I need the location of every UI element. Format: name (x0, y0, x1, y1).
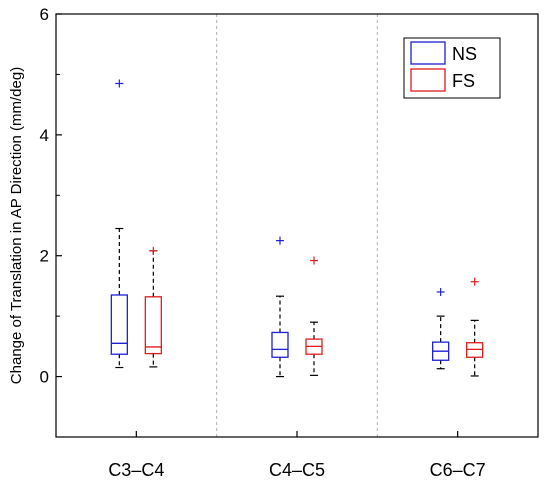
box-ns (110, 79, 128, 369)
x-tick-label: C4–C5 (269, 460, 325, 480)
category-separators (216, 14, 378, 437)
box-iqr (271, 331, 289, 358)
series-ns (110, 79, 450, 378)
y-axis-label: Change of Translation in AP Direction (m… (8, 67, 25, 384)
legend-label-ns: NS (452, 44, 477, 64)
box-fs (466, 277, 484, 377)
box-ns (271, 236, 289, 378)
y-tick-label: 2 (40, 247, 49, 266)
y-tick-label: 4 (40, 126, 49, 145)
outlier-marker (310, 256, 318, 265)
x-tick-label: C3–C4 (108, 460, 164, 480)
box-iqr (110, 294, 128, 355)
legend-swatch-fs (410, 68, 446, 92)
box-series (110, 79, 484, 378)
legend-swatch-ns (410, 41, 446, 65)
y-tick-label: 0 (40, 368, 49, 387)
x-tick-label: C6–C7 (430, 460, 486, 480)
outlier-marker (436, 287, 445, 296)
outlier-marker (115, 79, 124, 88)
box-ns (432, 287, 450, 370)
outlier-marker (149, 246, 158, 255)
legend: NS FS (403, 37, 501, 99)
x-axis-ticks: C3–C4 C4–C5 C6–C7 (108, 431, 486, 480)
y-axis-ticks: 0 2 4 6 (40, 5, 62, 438)
outlier-marker (276, 236, 284, 245)
y-tick-label: 6 (40, 5, 49, 24)
legend-label-fs: FS (452, 71, 475, 91)
box-iqr (144, 296, 162, 355)
box-fs (144, 246, 162, 368)
series-fs (144, 246, 484, 377)
outlier-marker (470, 277, 479, 286)
box-fs (305, 256, 323, 376)
